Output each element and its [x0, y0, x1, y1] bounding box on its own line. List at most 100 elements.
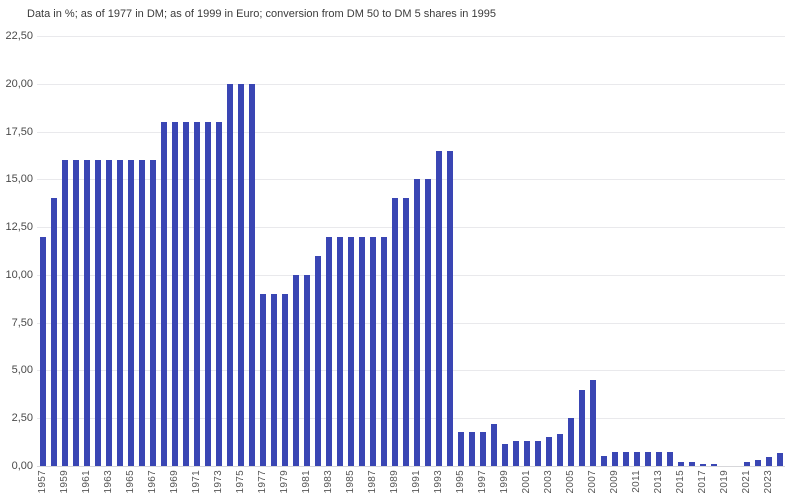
bar[interactable] — [611, 451, 618, 466]
y-tick-label: 0,00 — [11, 460, 33, 472]
bar[interactable] — [677, 462, 684, 466]
bar[interactable] — [215, 122, 222, 466]
bar[interactable] — [347, 236, 354, 466]
x-tick-label: 1985 — [344, 470, 356, 494]
bar[interactable] — [501, 444, 508, 466]
gridline — [37, 227, 785, 229]
bar[interactable] — [435, 150, 442, 466]
bar[interactable] — [644, 451, 651, 466]
bar[interactable] — [116, 160, 123, 466]
bar[interactable] — [688, 462, 695, 466]
y-tick-label: 12,50 — [5, 221, 33, 234]
bar[interactable] — [578, 389, 585, 466]
bar[interactable] — [380, 236, 387, 466]
bar[interactable] — [710, 463, 717, 466]
bar[interactable] — [193, 122, 200, 466]
x-tick-label: 1967 — [146, 470, 158, 494]
x-tick-label: 1983 — [322, 470, 334, 494]
bar[interactable] — [457, 431, 464, 466]
bar[interactable] — [314, 255, 321, 466]
x-tick-label: 2017 — [696, 470, 708, 494]
bar[interactable] — [743, 462, 750, 466]
x-tick-label: 1995 — [454, 470, 466, 494]
bar[interactable] — [512, 441, 519, 466]
y-tick-label: 17,50 — [5, 125, 33, 138]
bar[interactable] — [259, 294, 266, 466]
gridline — [37, 274, 785, 276]
bar[interactable] — [666, 451, 673, 466]
bar[interactable] — [567, 418, 574, 466]
bar[interactable] — [182, 122, 189, 466]
x-tick-label: 2001 — [520, 470, 532, 494]
y-tick-label: 22,50 — [5, 30, 33, 42]
bar[interactable] — [622, 451, 629, 466]
bar[interactable] — [83, 160, 90, 466]
x-tick-label: 2015 — [674, 470, 686, 494]
bar[interactable] — [545, 437, 552, 466]
bar[interactable] — [105, 160, 112, 466]
bar[interactable] — [237, 83, 244, 466]
bar[interactable] — [94, 160, 101, 466]
bar[interactable] — [556, 433, 563, 466]
bar[interactable] — [358, 236, 365, 466]
x-tick-label: 2005 — [564, 470, 576, 494]
bar[interactable] — [50, 198, 57, 466]
x-tick-label: 1963 — [102, 470, 114, 494]
x-tick-label: 1979 — [278, 470, 290, 494]
x-tick-label: 1981 — [300, 470, 312, 494]
y-tick-label: 10,00 — [5, 268, 33, 281]
x-tick-label: 2003 — [542, 470, 554, 494]
bar[interactable] — [391, 198, 398, 466]
x-tick-label: 1975 — [234, 470, 246, 494]
bar[interactable] — [61, 160, 68, 466]
bar[interactable] — [160, 122, 167, 466]
bar[interactable] — [754, 460, 761, 466]
bar[interactable] — [490, 423, 497, 466]
bar[interactable] — [776, 453, 783, 466]
bar[interactable] — [325, 236, 332, 466]
chart-title: Data in %; as of 1977 in DM; as of 1999 … — [27, 8, 496, 20]
x-tick-label: 1969 — [168, 470, 180, 494]
bar[interactable] — [534, 441, 541, 466]
bar[interactable] — [248, 83, 255, 466]
x-tick-label: 1971 — [190, 470, 202, 494]
bar[interactable] — [226, 83, 233, 466]
bar[interactable] — [270, 294, 277, 466]
bar[interactable] — [600, 456, 607, 466]
gridline — [37, 418, 785, 420]
x-tick-label: 1987 — [366, 470, 378, 494]
bar[interactable] — [655, 451, 662, 466]
bar[interactable] — [589, 380, 596, 466]
bar[interactable] — [424, 179, 431, 466]
x-tick-label: 1977 — [256, 470, 268, 494]
x-tick-label: 2011 — [630, 470, 642, 493]
bar[interactable] — [292, 274, 299, 466]
bar[interactable] — [303, 274, 310, 466]
bar[interactable] — [39, 236, 46, 466]
bar[interactable] — [204, 122, 211, 466]
gridline — [37, 83, 785, 85]
bar[interactable] — [127, 160, 134, 466]
bar[interactable] — [523, 441, 530, 466]
x-tick-label: 1957 — [36, 470, 48, 494]
bar[interactable] — [765, 457, 772, 466]
bar[interactable] — [369, 236, 376, 466]
bar[interactable] — [336, 236, 343, 466]
x-tick-label: 1973 — [212, 470, 224, 494]
bar[interactable] — [633, 451, 640, 466]
x-tick-label: 1961 — [80, 470, 92, 494]
bar[interactable] — [72, 160, 79, 466]
bar[interactable] — [402, 198, 409, 466]
bar[interactable] — [138, 160, 145, 466]
bar[interactable] — [281, 294, 288, 466]
x-tick-label: 1997 — [476, 470, 488, 494]
x-tick-label: 2023 — [762, 470, 774, 494]
bar[interactable] — [468, 431, 475, 466]
plot-area: 1957 1959 1961 1963 1965 1967 1969 1971 1973 1975… — [37, 36, 785, 493]
bar[interactable] — [446, 150, 453, 466]
bar[interactable] — [171, 122, 178, 466]
bar[interactable] — [479, 431, 486, 466]
bar[interactable] — [413, 179, 420, 466]
bar[interactable] — [149, 160, 156, 466]
bar[interactable] — [699, 463, 706, 466]
